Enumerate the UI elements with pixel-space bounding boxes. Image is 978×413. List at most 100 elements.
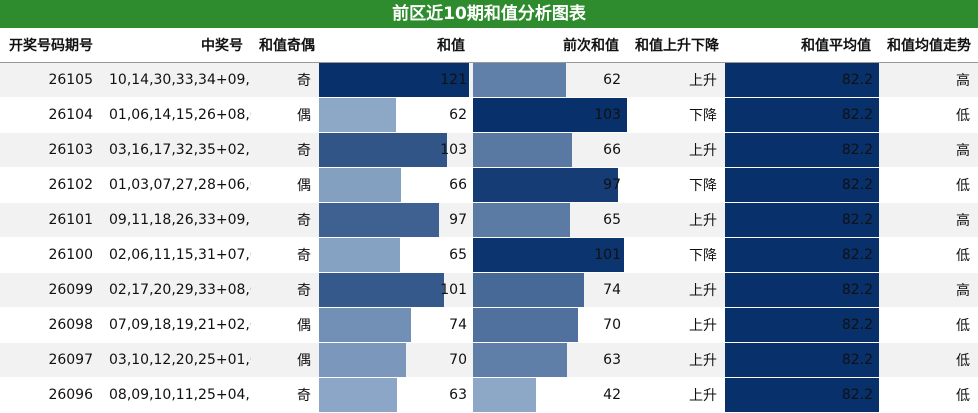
prev-sum-cell: 62 (473, 62, 627, 98)
direction-cell: 低 (879, 307, 978, 343)
trend-cell: 下降 (627, 237, 725, 273)
avg-value: 82.2 (841, 72, 873, 88)
odd-even-cell: 奇 (251, 132, 319, 168)
avg-value: 82.2 (841, 212, 873, 228)
odd-even-cell: 奇 (251, 202, 319, 238)
avg-value: 82.2 (841, 282, 873, 298)
prev-sum-bar (473, 238, 624, 272)
avg-cell: 82.2 (725, 167, 879, 203)
table-row: 26096 08,09,10,11,25+04,12 奇 63 42 上升 82.2 低 (0, 377, 978, 413)
sum-cell: 62 (319, 97, 473, 133)
sum-bar (319, 238, 400, 272)
odd-even-cell: 奇 (251, 237, 319, 273)
prev-sum-value: 63 (603, 352, 621, 368)
sum-cell: 101 (319, 272, 473, 308)
prev-sum-cell: 103 (473, 97, 627, 133)
sum-value: 70 (449, 352, 467, 368)
trend-cell: 上升 (627, 342, 725, 378)
odd-even-cell: 偶 (251, 167, 319, 203)
table-row: 26100 02,06,11,15,31+07,08 奇 65 101 下降 82.2 低 (0, 237, 978, 273)
prev-sum-bar (473, 168, 619, 202)
numbers-cell: 09,11,18,26,33+09,11 (101, 202, 268, 238)
avg-cell: 82.2 (725, 342, 879, 378)
avg-cell: 82.2 (725, 272, 879, 308)
prev-sum-value: 101 (594, 247, 621, 263)
prev-sum-bar (473, 98, 627, 132)
prev-sum-bar (473, 203, 571, 237)
avg-value: 82.2 (841, 317, 873, 333)
avg-value: 82.2 (841, 142, 873, 158)
prev-sum-value: 62 (603, 72, 621, 88)
prev-sum-cell: 42 (473, 377, 627, 413)
numbers-cell: 02,17,20,29,33+08,09 (101, 272, 268, 308)
avg-cell: 82.2 (725, 97, 879, 133)
table-row: 26105 10,14,30,33,34+09,12 奇 121 62 上升 82.2 高 (0, 62, 978, 98)
sum-value: 63 (449, 387, 467, 403)
sum-value: 62 (449, 107, 467, 123)
numbers-cell: 10,14,30,33,34+09,12 (101, 62, 268, 98)
issue-cell: 26097 (0, 342, 101, 378)
trend-cell: 下降 (627, 167, 725, 203)
header-sum[interactable]: 和值 (319, 28, 473, 63)
header-odd-even[interactable]: 和值奇偶 (251, 28, 319, 63)
avg-value: 82.2 (841, 107, 873, 123)
header-numbers[interactable]: 中奖号 (101, 28, 251, 63)
sum-cell: 66 (319, 167, 473, 203)
direction-cell: 低 (879, 342, 978, 378)
prev-sum-cell: 74 (473, 272, 627, 308)
issue-cell: 26102 (0, 167, 101, 203)
prev-sum-value: 42 (603, 387, 621, 403)
prev-sum-bar (473, 343, 568, 377)
sum-bar (319, 308, 411, 342)
numbers-cell: 03,16,17,32,35+02,12 (101, 132, 268, 168)
prev-sum-bar (473, 63, 566, 97)
issue-cell: 26098 (0, 307, 101, 343)
trend-cell: 上升 (627, 272, 725, 308)
avg-cell: 82.2 (725, 62, 879, 98)
sum-bar (319, 98, 396, 132)
sum-cell: 121 (319, 62, 473, 98)
direction-cell: 高 (879, 132, 978, 168)
odd-even-cell: 奇 (251, 272, 319, 308)
header-avg[interactable]: 和值平均值 (725, 28, 879, 63)
sum-value: 65 (449, 247, 467, 263)
sum-cell: 97 (319, 202, 473, 238)
prev-sum-cell: 97 (473, 167, 627, 203)
table-row: 26103 03,16,17,32,35+02,12 奇 103 66 上升 82.2 高 (0, 132, 978, 168)
avg-cell: 82.2 (725, 237, 879, 273)
trend-cell: 上升 (627, 132, 725, 168)
issue-cell: 26103 (0, 132, 101, 168)
numbers-cell: 01,06,14,15,26+08,09 (101, 97, 268, 133)
header-trend[interactable]: 和值上升下降 (627, 28, 725, 63)
numbers-cell: 08,09,10,11,25+04,12 (101, 377, 268, 413)
table-body: 26105 10,14,30,33,34+09,12 奇 121 62 上升 82.2 高 26… (0, 62, 978, 413)
avg-value: 82.2 (841, 177, 873, 193)
avg-cell: 82.2 (725, 132, 879, 168)
table-row: 26102 01,03,07,27,28+06,07 偶 66 97 下降 82.2 低 (0, 167, 978, 203)
trend-cell: 上升 (627, 307, 725, 343)
prev-sum-bar (473, 273, 584, 307)
header-direction[interactable]: 和值均值走势 (879, 28, 978, 63)
issue-cell: 26105 (0, 62, 101, 98)
header-prev-sum[interactable]: 前次和值 (473, 28, 627, 63)
trend-cell: 下降 (627, 97, 725, 133)
table-row: 26101 09,11,18,26,33+09,11 奇 97 65 上升 82.2 高 (0, 202, 978, 238)
avg-value: 82.2 (841, 352, 873, 368)
sum-value: 66 (449, 177, 467, 193)
sum-value: 103 (440, 142, 467, 158)
sum-cell: 63 (319, 377, 473, 413)
sum-analysis-table: 开奖号码期号 中奖号 和值奇偶 和值 前次和值 和值上升下降 和值平均值 和值均… (0, 28, 978, 413)
prev-sum-cell: 66 (473, 132, 627, 168)
prev-sum-value: 70 (603, 317, 621, 333)
odd-even-cell: 奇 (251, 377, 319, 413)
direction-cell: 高 (879, 202, 978, 238)
avg-value: 82.2 (841, 387, 873, 403)
header-row: 开奖号码期号 中奖号 和值奇偶 和值 前次和值 和值上升下降 和值平均值 和值均… (0, 28, 978, 63)
header-issue[interactable]: 开奖号码期号 (0, 28, 101, 63)
direction-cell: 低 (879, 167, 978, 203)
prev-sum-cell: 101 (473, 237, 627, 273)
prev-sum-cell: 63 (473, 342, 627, 378)
sum-bar (319, 168, 401, 202)
avg-value: 82.2 (841, 247, 873, 263)
trend-cell: 上升 (627, 377, 725, 413)
